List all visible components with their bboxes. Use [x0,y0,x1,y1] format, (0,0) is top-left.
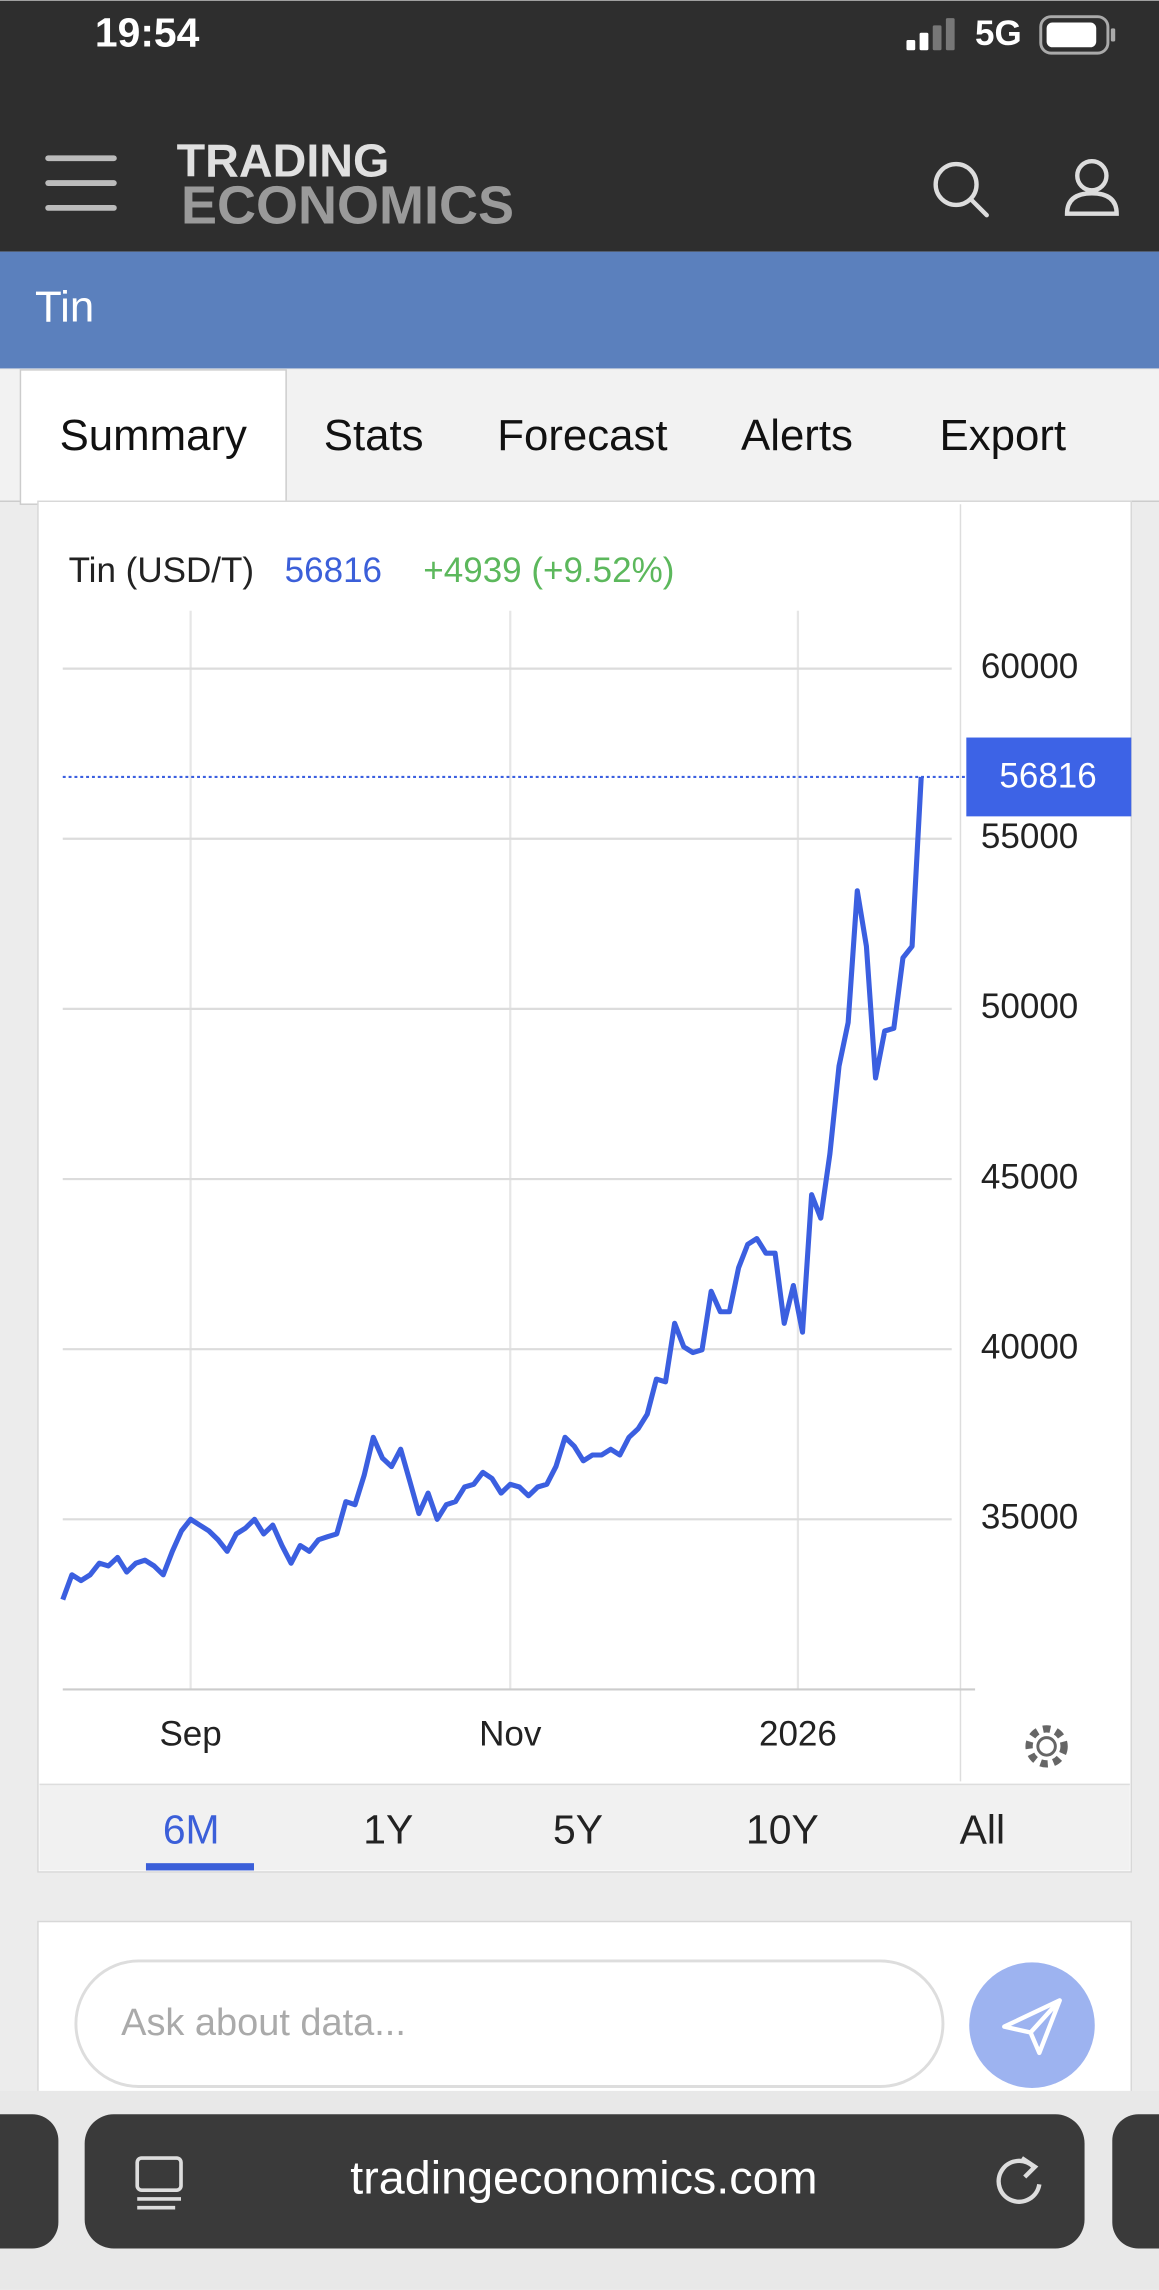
range-button[interactable]: 1Y [363,1806,413,1852]
price-line [60,776,924,1601]
search-button[interactable] [933,161,989,218]
account-button[interactable] [1064,158,1119,216]
x-tick-label: Nov [479,1714,542,1753]
tab[interactable]: Alerts [741,411,853,460]
range-button[interactable]: 6M [163,1806,220,1852]
url-field[interactable] [84,2114,1085,2249]
network-label: 5G [975,14,1022,53]
page-icon [135,2156,183,2210]
send-icon [1002,1998,1062,2056]
range-button[interactable]: 5Y [553,1806,603,1852]
range-button[interactable]: 10Y [746,1806,819,1852]
y-tick-label: 45000 [981,1157,1078,1196]
x-tick-label: 2026 [759,1714,837,1753]
chat-placeholder: Ask about data... [121,2002,406,2044]
prev-tab[interactable] [0,2114,59,2249]
send-button[interactable] [969,1962,1095,2088]
last-price-label: 56816 [999,757,1096,796]
tab[interactable]: Summary [60,411,247,460]
range-button[interactable]: All [960,1806,1005,1852]
next-tab[interactable] [1112,2114,1159,2249]
y-tick-label: 35000 [981,1498,1078,1537]
settings-button[interactable] [1025,1725,1068,1768]
tab[interactable]: Export [940,411,1067,460]
active-tab [19,369,287,505]
url-text: tradingeconomics.com [350,2152,817,2204]
change-label: +4939 (+9.52%) [423,551,674,590]
chart-title: Tin (USD/T) [69,551,254,590]
tab[interactable]: Forecast [497,411,667,460]
last-value: 56816 [285,551,382,590]
brand-bottom: ECONOMICS [181,176,514,236]
reload-button[interactable] [996,2156,1042,2204]
x-tick-label: Sep [159,1714,221,1753]
app-header [0,0,1159,252]
y-tick-label: 60000 [981,647,1078,686]
page-title: Tin [35,283,94,332]
status-time: 19:54 [95,9,200,55]
y-tick-label: 40000 [981,1327,1078,1366]
battery-icon [1039,15,1116,55]
range-underline [145,1863,254,1871]
menu-button[interactable] [45,155,117,211]
range-bar [39,1784,1130,1871]
chat-input[interactable] [74,1959,945,2088]
tab[interactable]: Stats [324,411,424,460]
signal-icon [906,18,955,51]
brand-top: TRADING [177,134,390,186]
chart-card [37,500,1132,1873]
y-tick-label: 50000 [981,987,1078,1026]
title-bar [0,251,1159,369]
last-price-tag [966,737,1132,817]
y-tick-label: 55000 [981,817,1078,856]
